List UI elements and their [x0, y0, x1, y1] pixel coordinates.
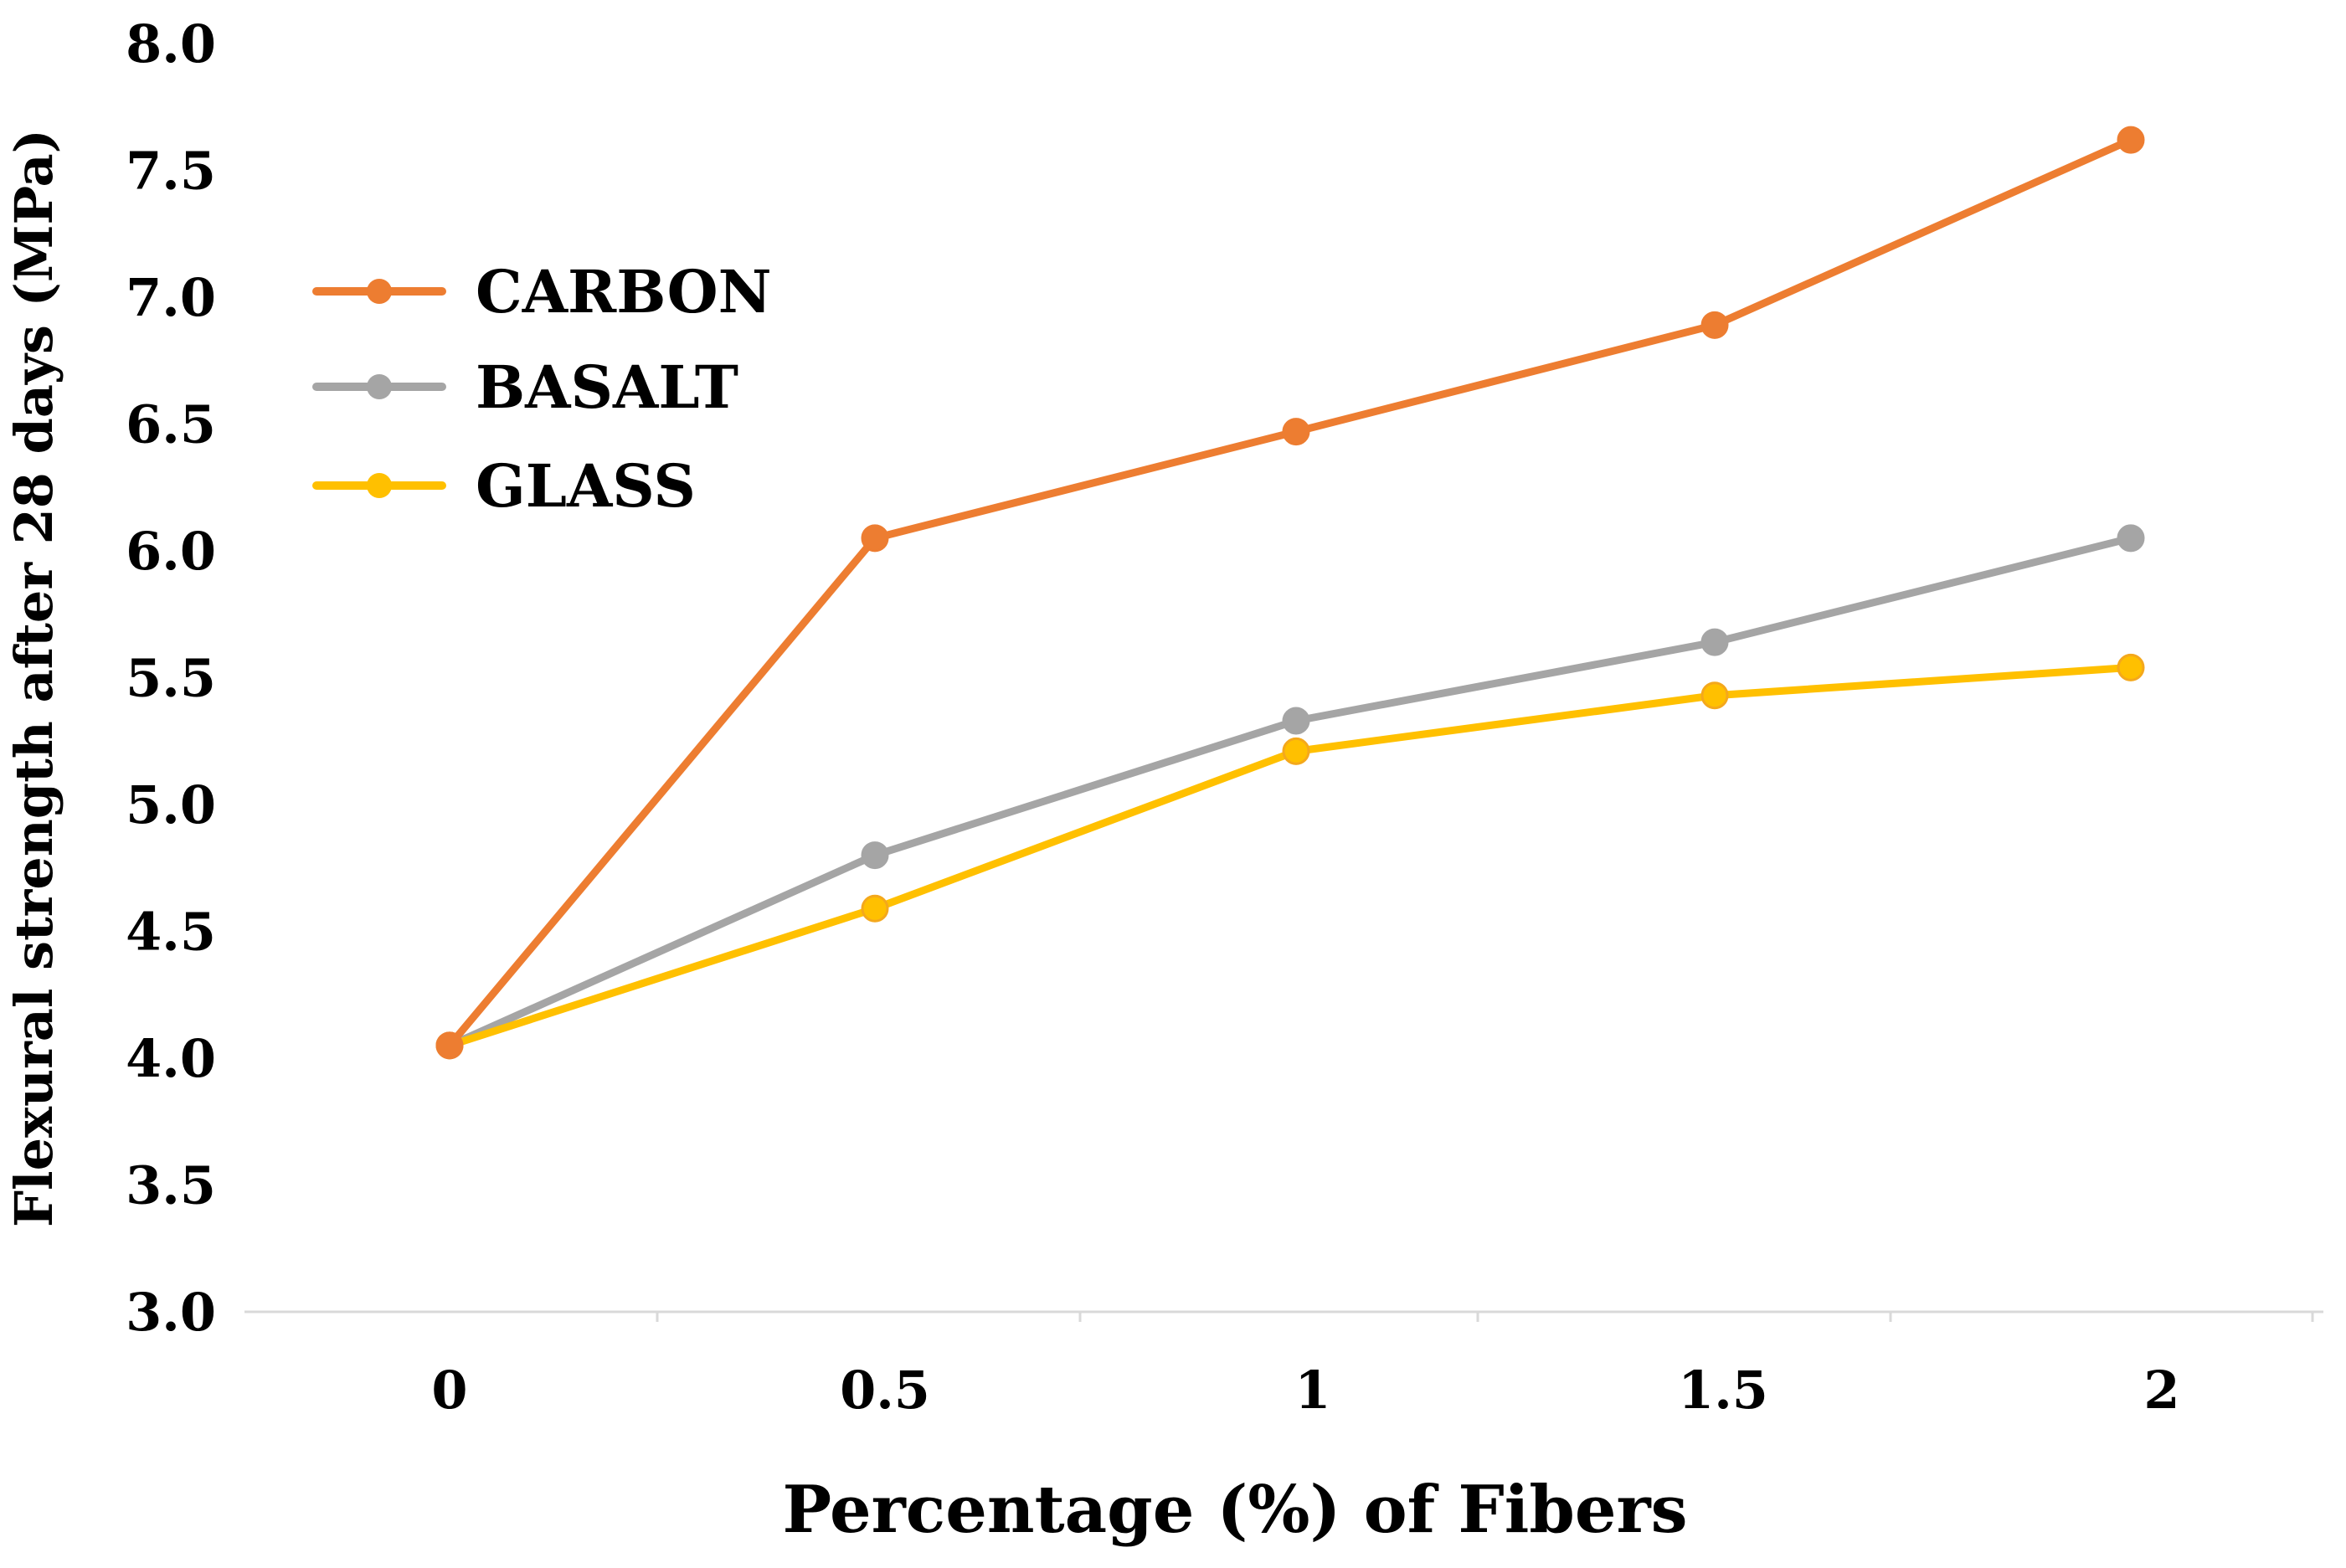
legend-swatch-marker: [367, 374, 392, 399]
legend-swatch-marker: [367, 473, 392, 498]
data-point-carbon: [2117, 126, 2145, 154]
y-tick-label: 6.5: [126, 394, 216, 455]
x-tick-label: 0: [431, 1360, 467, 1421]
x-axis-ticks: 0 0.5 1 1.5 2: [431, 1360, 2179, 1421]
data-point-carbon: [435, 1031, 464, 1060]
y-tick-label: 4.0: [126, 1028, 216, 1089]
series-carbon: [435, 126, 2145, 1060]
y-axis-ticks: 3.0 3.5 4.0 4.5 5.0 5.5 6.0 6.5 7.0 7.5 8.0: [126, 13, 216, 1343]
data-point-glass: [861, 894, 889, 923]
x-tick-label: 0.5: [840, 1360, 930, 1421]
y-tick-label: 7.5: [126, 141, 216, 202]
data-point-basalt: [1282, 707, 1310, 735]
y-tick-label: 6.0: [126, 521, 216, 582]
series-basalt: [435, 524, 2145, 1060]
data-point-basalt: [2117, 524, 2145, 553]
legend-item-carbon: CARBON: [312, 257, 772, 326]
y-tick-label: 8.0: [126, 13, 216, 75]
series-line-basalt: [445, 534, 2135, 1050]
x-tick-label: 1: [1294, 1360, 1330, 1421]
legend-item-basalt: BASALT: [312, 352, 738, 422]
y-tick-label: 7.0: [126, 267, 216, 328]
x-tick-label: 2: [2143, 1360, 2179, 1421]
data-point-carbon: [861, 524, 889, 553]
data-point-glass: [1700, 681, 1729, 710]
y-tick-label: 5.5: [126, 648, 216, 709]
y-axis-title: Flexural strength after 28 days (MPa): [3, 129, 64, 1227]
data-point-basalt: [1700, 628, 1729, 656]
x-axis-title: Percentage (%) of Fibers: [783, 1472, 1688, 1548]
y-tick-label: 3.5: [126, 1155, 216, 1216]
x-tick-label: 1.5: [1678, 1360, 1768, 1421]
y-tick-label: 3.0: [126, 1282, 216, 1343]
legend-label: BASALT: [476, 352, 738, 422]
data-point-carbon: [1282, 418, 1310, 446]
x-axis: [244, 1310, 2323, 1322]
data-point-glass: [1282, 737, 1310, 765]
data-point-glass: [2117, 653, 2145, 681]
legend-item-glass: GLASS: [312, 451, 696, 521]
legend: CARBON BASALT GLASS: [312, 257, 772, 521]
y-tick-label: 5.0: [126, 774, 216, 835]
data-point-basalt: [861, 841, 889, 870]
y-tick-label: 4.5: [126, 902, 216, 963]
legend-swatch-marker: [367, 279, 392, 304]
legend-label: CARBON: [476, 257, 772, 326]
data-point-carbon: [1700, 311, 1729, 339]
series-layer: [435, 126, 2145, 1060]
legend-label: GLASS: [476, 451, 696, 521]
